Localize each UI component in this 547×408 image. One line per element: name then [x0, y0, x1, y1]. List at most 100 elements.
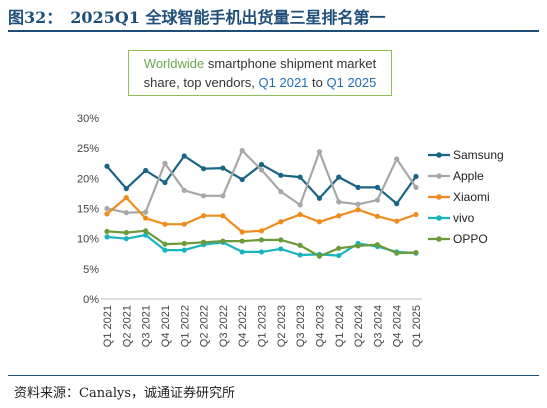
data-point-xiaomi — [123, 195, 129, 201]
data-point-apple — [181, 187, 187, 193]
data-point-apple — [258, 167, 265, 173]
data-point-xiaomi — [181, 221, 187, 227]
legend-label-samsung: Samsung — [453, 148, 504, 162]
data-point-samsung — [316, 195, 323, 201]
data-point-oppo — [336, 245, 342, 251]
data-point-xiaomi — [278, 219, 284, 225]
chart-title-highlight: Worldwide — [143, 56, 205, 71]
data-point-oppo — [181, 240, 187, 247]
data-point-apple — [316, 149, 323, 155]
data-point-oppo — [355, 243, 361, 249]
chart-title-start-quarter: Q1 2021 — [258, 75, 309, 90]
data-point-vivo — [336, 252, 342, 259]
data-point-oppo — [104, 228, 110, 235]
data-point-xiaomi — [297, 211, 303, 218]
data-point-xiaomi — [200, 213, 207, 219]
chart-title-line2: share, top vendors, — [143, 75, 259, 90]
y-tick-label: 0% — [83, 294, 99, 306]
x-tick-label: Q1 2025 — [411, 305, 423, 347]
data-point-samsung — [355, 184, 361, 190]
data-point-samsung — [162, 179, 168, 186]
data-point-xiaomi — [104, 211, 110, 217]
data-point-xiaomi — [143, 215, 149, 221]
data-point-samsung — [258, 161, 265, 168]
data-point-apple — [239, 147, 245, 154]
data-point-vivo — [239, 249, 245, 255]
x-tick-label: Q3 2023 — [295, 305, 307, 347]
data-point-oppo — [123, 230, 129, 236]
data-point-apple — [297, 202, 303, 208]
chart-title-to: to — [308, 75, 327, 90]
y-tick-label: 10% — [77, 234, 99, 246]
data-point-samsung — [374, 184, 380, 190]
x-tick-label: Q4 2021 — [160, 305, 172, 347]
y-tick-label: 30% — [77, 113, 99, 125]
data-point-xiaomi — [374, 213, 380, 219]
x-tick-label: Q2 2024 — [353, 305, 365, 347]
data-point-oppo — [239, 238, 245, 244]
title-rule — [8, 30, 539, 32]
data-point-samsung — [123, 185, 129, 192]
legend-marker-oppo — [436, 236, 442, 242]
legend-label-vivo: vivo — [453, 211, 475, 225]
x-tick-label: Q2 2023 — [276, 305, 288, 347]
x-tick-label: Q3 2024 — [372, 305, 384, 347]
series-line-apple — [106, 149, 417, 214]
legend-marker-apple — [436, 173, 442, 179]
data-point-xiaomi — [162, 221, 168, 227]
data-point-xiaomi — [394, 218, 400, 224]
data-point-xiaomi — [239, 229, 245, 235]
x-tick-label: Q4 2022 — [237, 305, 249, 347]
data-point-vivo — [278, 246, 284, 252]
data-point-apple — [200, 193, 207, 199]
data-point-apple — [104, 205, 110, 212]
legend-label-xiaomi: Xiaomi — [453, 190, 490, 204]
data-point-samsung — [220, 165, 226, 171]
data-point-apple — [394, 156, 400, 162]
data-point-oppo — [258, 237, 265, 243]
data-point-apple — [278, 189, 284, 195]
y-tick-label: 25% — [77, 143, 99, 155]
y-tick-label: 5% — [83, 264, 99, 276]
x-tick-label: Q1 2022 — [179, 305, 191, 347]
data-point-samsung — [413, 173, 419, 180]
x-tick-label: Q1 2021 — [102, 305, 114, 347]
legend-label-oppo: OPPO — [453, 232, 488, 246]
data-point-samsung — [394, 201, 400, 207]
source-note: 资料来源：Canalys，诚通证券研究所 — [14, 386, 235, 401]
data-point-vivo — [258, 249, 265, 255]
data-point-apple — [162, 160, 168, 166]
x-tick-label: Q3 2021 — [141, 305, 153, 347]
legend-marker-xiaomi — [436, 194, 442, 200]
data-point-apple — [413, 184, 419, 190]
data-point-apple — [143, 209, 149, 215]
data-point-samsung — [278, 172, 284, 178]
data-point-oppo — [220, 238, 226, 244]
data-point-oppo — [297, 242, 303, 248]
figure-title: 图32： 2025Q1 全球智能手机出货量三星排名第一 — [8, 8, 386, 27]
chart-title-end-quarter: Q1 2025 — [326, 75, 377, 90]
data-point-apple — [355, 201, 361, 207]
x-tick-label: Q1 2023 — [257, 305, 269, 347]
data-point-oppo — [278, 237, 284, 243]
source-rule — [8, 375, 539, 376]
data-point-samsung — [200, 166, 207, 172]
data-point-apple — [374, 197, 380, 203]
data-point-vivo — [297, 252, 303, 258]
x-tick-label: Q2 2022 — [199, 305, 211, 347]
x-tick-label: Q1 2024 — [334, 305, 346, 347]
data-point-xiaomi — [336, 213, 342, 219]
data-point-oppo — [143, 228, 149, 234]
data-point-samsung — [181, 153, 187, 159]
data-point-apple — [123, 210, 129, 216]
data-point-samsung — [297, 174, 303, 180]
data-point-xiaomi — [220, 213, 226, 219]
data-point-vivo — [104, 234, 110, 240]
data-point-oppo — [162, 241, 168, 247]
data-point-xiaomi — [316, 219, 323, 225]
data-point-samsung — [239, 176, 245, 183]
data-point-oppo — [374, 242, 380, 248]
chart-title: Worldwide smartphone shipment market sha… — [128, 50, 392, 96]
legend-marker-samsung — [436, 152, 442, 158]
data-point-vivo — [181, 247, 187, 253]
